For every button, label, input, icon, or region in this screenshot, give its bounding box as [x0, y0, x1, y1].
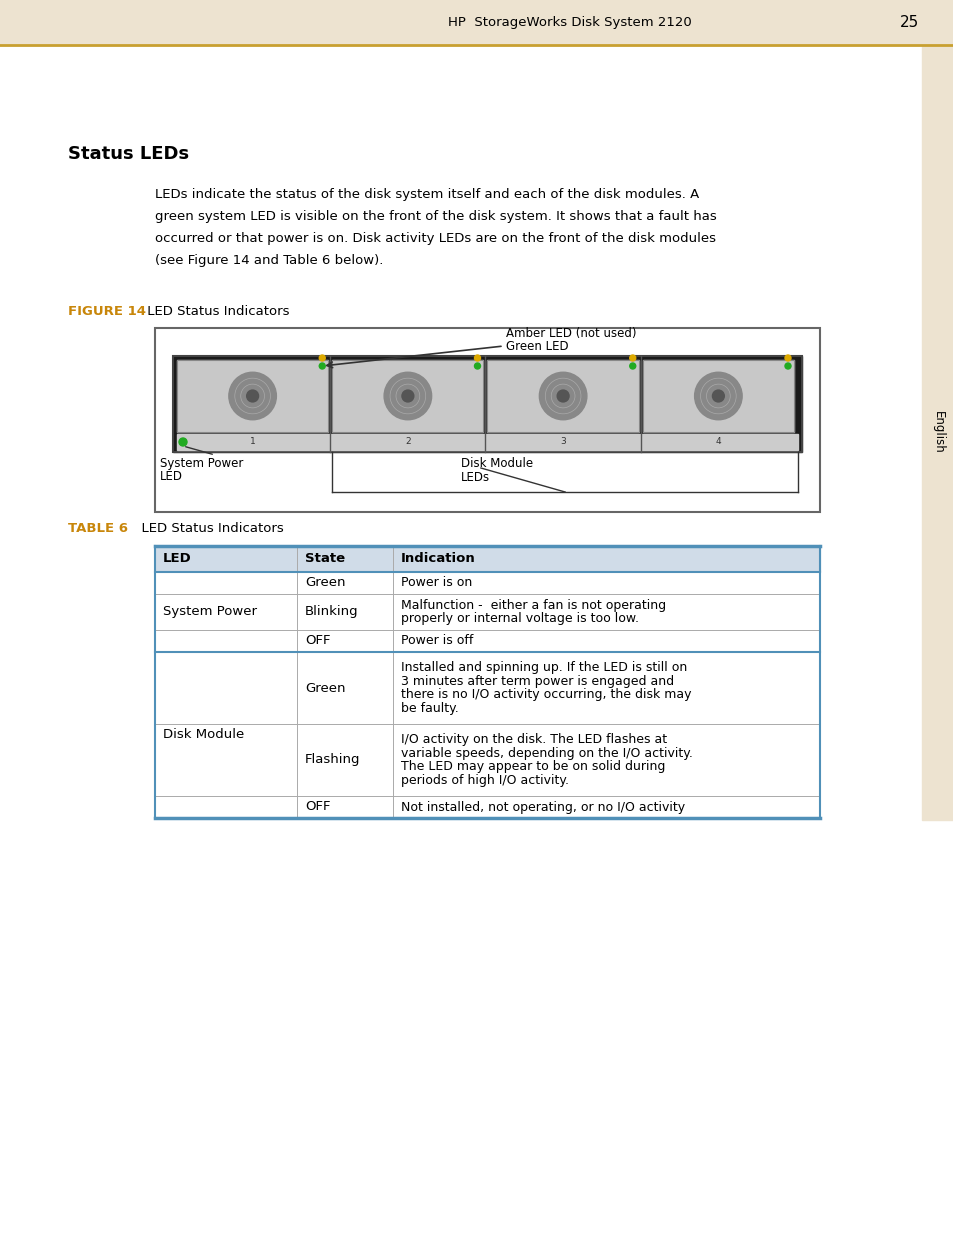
Text: OFF: OFF [305, 635, 330, 647]
Text: The LED may appear to be on solid during: The LED may appear to be on solid during [400, 761, 664, 773]
Text: Disk Module: Disk Module [163, 729, 244, 741]
Bar [172, 356, 801, 452]
Text: Green: Green [305, 682, 345, 694]
Text: FIGURE 14: FIGURE 14 [68, 305, 146, 317]
Text: Green LED: Green LED [505, 340, 568, 353]
Bar [154, 594, 820, 630]
Bar [332, 359, 483, 432]
Text: green system LED is visible on the front of the disk system. It shows that a fau: green system LED is visible on the front… [154, 210, 716, 224]
Bar [154, 630, 820, 652]
Text: LEDs: LEDs [460, 471, 490, 484]
Bar [642, 359, 793, 432]
Text: (see Figure 14 and Table 6 below).: (see Figure 14 and Table 6 below). [154, 254, 383, 267]
Text: Not installed, not operating, or no I/O activity: Not installed, not operating, or no I/O … [400, 800, 684, 814]
Text: 2: 2 [405, 437, 410, 447]
Text: be faulty.: be faulty. [400, 701, 458, 715]
Text: Power is off: Power is off [400, 635, 473, 647]
Bar [154, 652, 820, 724]
Bar [154, 329, 820, 513]
Circle shape [384, 372, 431, 420]
Text: properly or internal voltage is too low.: properly or internal voltage is too low. [400, 613, 639, 625]
Bar [921, 44, 953, 820]
Bar [177, 359, 328, 432]
Circle shape [784, 363, 790, 369]
Text: HP  StorageWorks Disk System 2120: HP StorageWorks Disk System 2120 [448, 16, 691, 28]
Text: LEDs indicate the status of the disk system itself and each of the disk modules.: LEDs indicate the status of the disk sys… [154, 188, 699, 201]
Text: System Power: System Power [160, 457, 243, 471]
Text: Flashing: Flashing [305, 753, 360, 767]
Bar [177, 433, 797, 450]
Circle shape [247, 390, 258, 401]
Bar [177, 359, 328, 432]
Text: State: State [305, 552, 345, 566]
Text: Blinking: Blinking [305, 605, 358, 619]
Bar [172, 356, 801, 452]
Text: Status LEDs: Status LEDs [68, 144, 189, 163]
Text: LED Status Indicators: LED Status Indicators [143, 305, 289, 317]
Text: TABLE 6: TABLE 6 [68, 522, 128, 535]
Bar [154, 724, 820, 797]
Circle shape [712, 390, 723, 401]
Bar [154, 572, 820, 594]
Text: Power is on: Power is on [400, 577, 472, 589]
Bar [332, 359, 483, 432]
Text: Indication: Indication [400, 552, 476, 566]
Circle shape [319, 354, 325, 361]
Text: English: English [930, 411, 943, 454]
Bar [0, 0, 953, 44]
Circle shape [319, 363, 325, 369]
Circle shape [538, 372, 586, 420]
Text: System Power: System Power [163, 605, 256, 619]
Text: Amber LED (not used): Amber LED (not used) [505, 327, 636, 340]
Text: 1: 1 [250, 437, 255, 447]
Text: 4: 4 [715, 437, 720, 447]
Text: variable speeds, depending on the I/O activity.: variable speeds, depending on the I/O ac… [400, 747, 692, 760]
Text: 3: 3 [559, 437, 565, 447]
Text: LED: LED [163, 552, 192, 566]
Circle shape [557, 390, 569, 401]
Bar [154, 546, 820, 572]
Text: 3 minutes after term power is engaged and: 3 minutes after term power is engaged an… [400, 674, 674, 688]
Text: Installed and spinning up. If the LED is still on: Installed and spinning up. If the LED is… [400, 661, 686, 674]
Text: OFF: OFF [305, 800, 330, 814]
Circle shape [629, 363, 635, 369]
Circle shape [474, 354, 480, 361]
Text: there is no I/O activity occurring, the disk may: there is no I/O activity occurring, the … [400, 688, 691, 701]
Circle shape [474, 363, 480, 369]
Text: Disk Module: Disk Module [460, 457, 533, 471]
Text: occurred or that power is on. Disk activity LEDs are on the front of the disk mo: occurred or that power is on. Disk activ… [154, 232, 716, 245]
Text: 25: 25 [900, 15, 919, 30]
Text: periods of high I/O activity.: periods of high I/O activity. [400, 774, 568, 787]
Bar [642, 359, 793, 432]
Bar [154, 797, 820, 818]
Circle shape [401, 390, 414, 401]
Bar [487, 359, 639, 432]
Text: I/O activity on the disk. The LED flashes at: I/O activity on the disk. The LED flashe… [400, 734, 666, 746]
Text: Green: Green [305, 577, 345, 589]
Circle shape [694, 372, 741, 420]
Bar [487, 359, 639, 432]
Text: LED Status Indicators: LED Status Indicators [132, 522, 283, 535]
Circle shape [784, 354, 790, 361]
Circle shape [179, 438, 187, 446]
Circle shape [229, 372, 276, 420]
Circle shape [629, 354, 635, 361]
Text: LED: LED [160, 471, 183, 483]
Text: Malfunction -  either a fan is not operating: Malfunction - either a fan is not operat… [400, 599, 665, 611]
